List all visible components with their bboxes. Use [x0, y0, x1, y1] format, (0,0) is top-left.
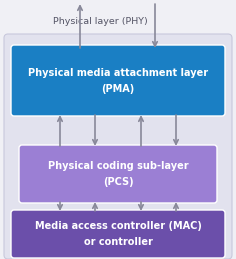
- Text: Physical coding sub-layer: Physical coding sub-layer: [48, 161, 188, 171]
- Text: (PCS): (PCS): [103, 177, 133, 187]
- Text: Media access controller (MAC): Media access controller (MAC): [34, 221, 202, 231]
- FancyBboxPatch shape: [11, 210, 225, 258]
- Text: Physical layer (PHY): Physical layer (PHY): [53, 18, 148, 26]
- Text: Physical media attachment layer: Physical media attachment layer: [28, 68, 208, 77]
- Text: or controller: or controller: [84, 237, 152, 247]
- FancyBboxPatch shape: [4, 34, 232, 259]
- FancyBboxPatch shape: [11, 45, 225, 116]
- FancyBboxPatch shape: [19, 145, 217, 203]
- Text: (PMA): (PMA): [101, 83, 135, 93]
